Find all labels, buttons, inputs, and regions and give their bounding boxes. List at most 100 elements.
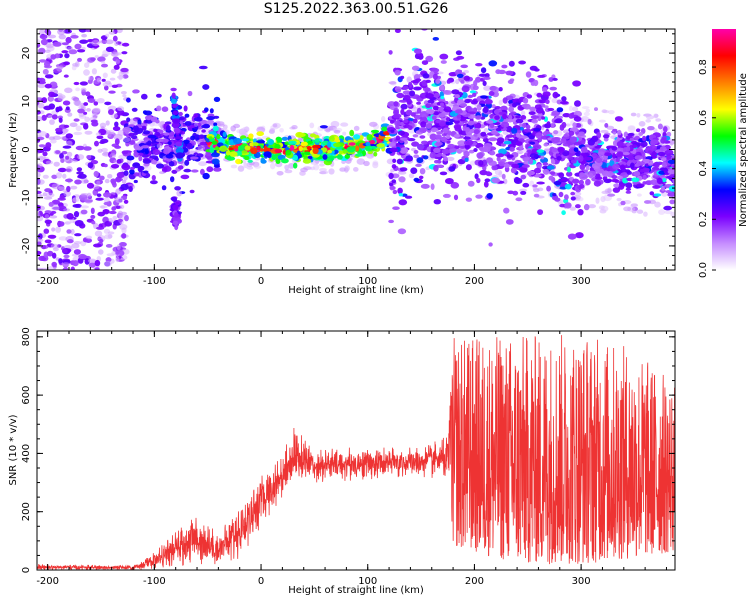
spectrogram-cell (520, 174, 527, 180)
spectrogram-cell (44, 49, 51, 54)
snr-y-tick-label: 600 (21, 386, 32, 405)
spectrogram-cell (498, 171, 503, 178)
spectrogram-cell (116, 205, 121, 209)
spectrogram-cell (213, 167, 222, 172)
spectrogram-y-tick-label: 10 (21, 95, 32, 108)
spectrogram-cell (653, 113, 658, 119)
spectrogram-cell (229, 139, 235, 146)
spectrogram-cell (66, 239, 74, 244)
spectrogram-cell (456, 114, 461, 119)
spectrogram-cell (523, 103, 531, 110)
spectrogram-cell (80, 205, 90, 209)
spectrogram-cell (660, 137, 667, 144)
spectrogram-cell (480, 67, 487, 74)
spectrogram-cell (668, 185, 675, 192)
spectrogram-cell (436, 139, 441, 143)
spectrogram-cell (396, 158, 403, 165)
spectrogram-cell (299, 170, 306, 176)
spectrogram-cell (503, 207, 510, 214)
spectrogram-cell (128, 186, 133, 192)
spectrogram-cell (132, 89, 139, 94)
spectrogram-cell (115, 256, 120, 263)
spectrogram-cell (552, 91, 559, 99)
snr-y-tick-label: 800 (21, 327, 32, 346)
spectrogram-cell (97, 14, 102, 17)
spectrogram-cell (669, 199, 675, 205)
spectrogram-cell (43, 105, 53, 111)
spectrogram-cell (59, 153, 64, 159)
spectrogram-cell (170, 176, 175, 183)
spectrogram-cell (172, 216, 181, 221)
spectrogram-cell (650, 179, 659, 186)
spectrogram-cell (580, 146, 588, 153)
spectrogram-cell (560, 138, 567, 144)
spectrogram-cell (122, 126, 132, 133)
spectrogram-cell (439, 53, 449, 60)
spectrogram-cell (573, 141, 582, 146)
spectrogram-cell (55, 226, 61, 233)
spectrogram-cell (601, 162, 607, 169)
spectrogram-cell (75, 125, 82, 132)
spectrogram-cell (41, 114, 47, 121)
spectrogram-cell (86, 155, 92, 160)
spectrogram-cell (121, 150, 129, 155)
spectrogram-cell (461, 85, 470, 93)
spectrogram-cell (93, 170, 99, 178)
spectrogram-cell (476, 152, 484, 159)
spectrogram-cell (419, 92, 428, 99)
spectrogram-cell (396, 92, 405, 99)
spectrogram-cell (568, 113, 575, 119)
spectrogram-cell (75, 145, 85, 151)
spectrogram-cell (630, 112, 637, 117)
spectrogram-cell (456, 148, 463, 154)
spectrogram-cell (659, 146, 667, 152)
spectrogram-cell (433, 92, 440, 98)
spectrogram-cell (593, 180, 602, 187)
spectrogram-cell (505, 70, 514, 76)
spectrogram-cell (184, 113, 190, 118)
spectrogram-cell (617, 129, 622, 136)
spectrogram-cell (418, 126, 428, 133)
spectrogram-cell (400, 75, 405, 80)
spectrogram-cell (175, 152, 185, 159)
spectrogram-cell (367, 150, 374, 155)
spectrogram-cell (283, 164, 290, 170)
spectrogram-cell (123, 170, 129, 176)
spectrogram-cell (553, 130, 559, 135)
spectrogram-cell (86, 108, 91, 112)
spectrogram-cell (37, 192, 42, 199)
spectrogram-cell (433, 147, 441, 153)
spectrogram-cell (165, 154, 174, 159)
spectrogram-cell (60, 136, 67, 140)
spectrogram-cell (402, 90, 411, 95)
spectrogram-cell (369, 146, 378, 149)
spectrogram-cell (502, 113, 507, 120)
spectrogram-cell (109, 77, 116, 81)
spectrogram-cell (572, 122, 577, 128)
spectrogram-cell (552, 193, 557, 197)
spectrogram-cell (498, 87, 503, 92)
spectrogram-cell (412, 134, 419, 138)
spectrogram-cell (71, 159, 78, 163)
spectrogram-cell (649, 191, 655, 196)
spectrogram-cell (64, 221, 71, 225)
spectrogram-cell (108, 90, 116, 94)
spectrogram-cell (341, 160, 346, 164)
spectrogram-cell (522, 164, 530, 169)
spectrogram-cell (66, 185, 71, 193)
spectrogram-cell (443, 90, 453, 95)
spectrogram-cell (219, 145, 228, 152)
spectrogram-cell (85, 235, 93, 240)
spectrogram-cell (349, 129, 355, 137)
spectrogram-cell (518, 60, 526, 65)
spectrogram-cell (84, 130, 93, 135)
spectrogram-cell (435, 134, 442, 140)
spectrogram-cell (48, 91, 56, 98)
spectrogram-cell (392, 113, 402, 119)
spectrogram-cell (37, 102, 45, 109)
spectrogram-cell (552, 77, 558, 81)
spectrogram-cell (519, 135, 529, 140)
spectrogram-cell (642, 181, 647, 185)
spectrogram-cell (625, 146, 631, 152)
